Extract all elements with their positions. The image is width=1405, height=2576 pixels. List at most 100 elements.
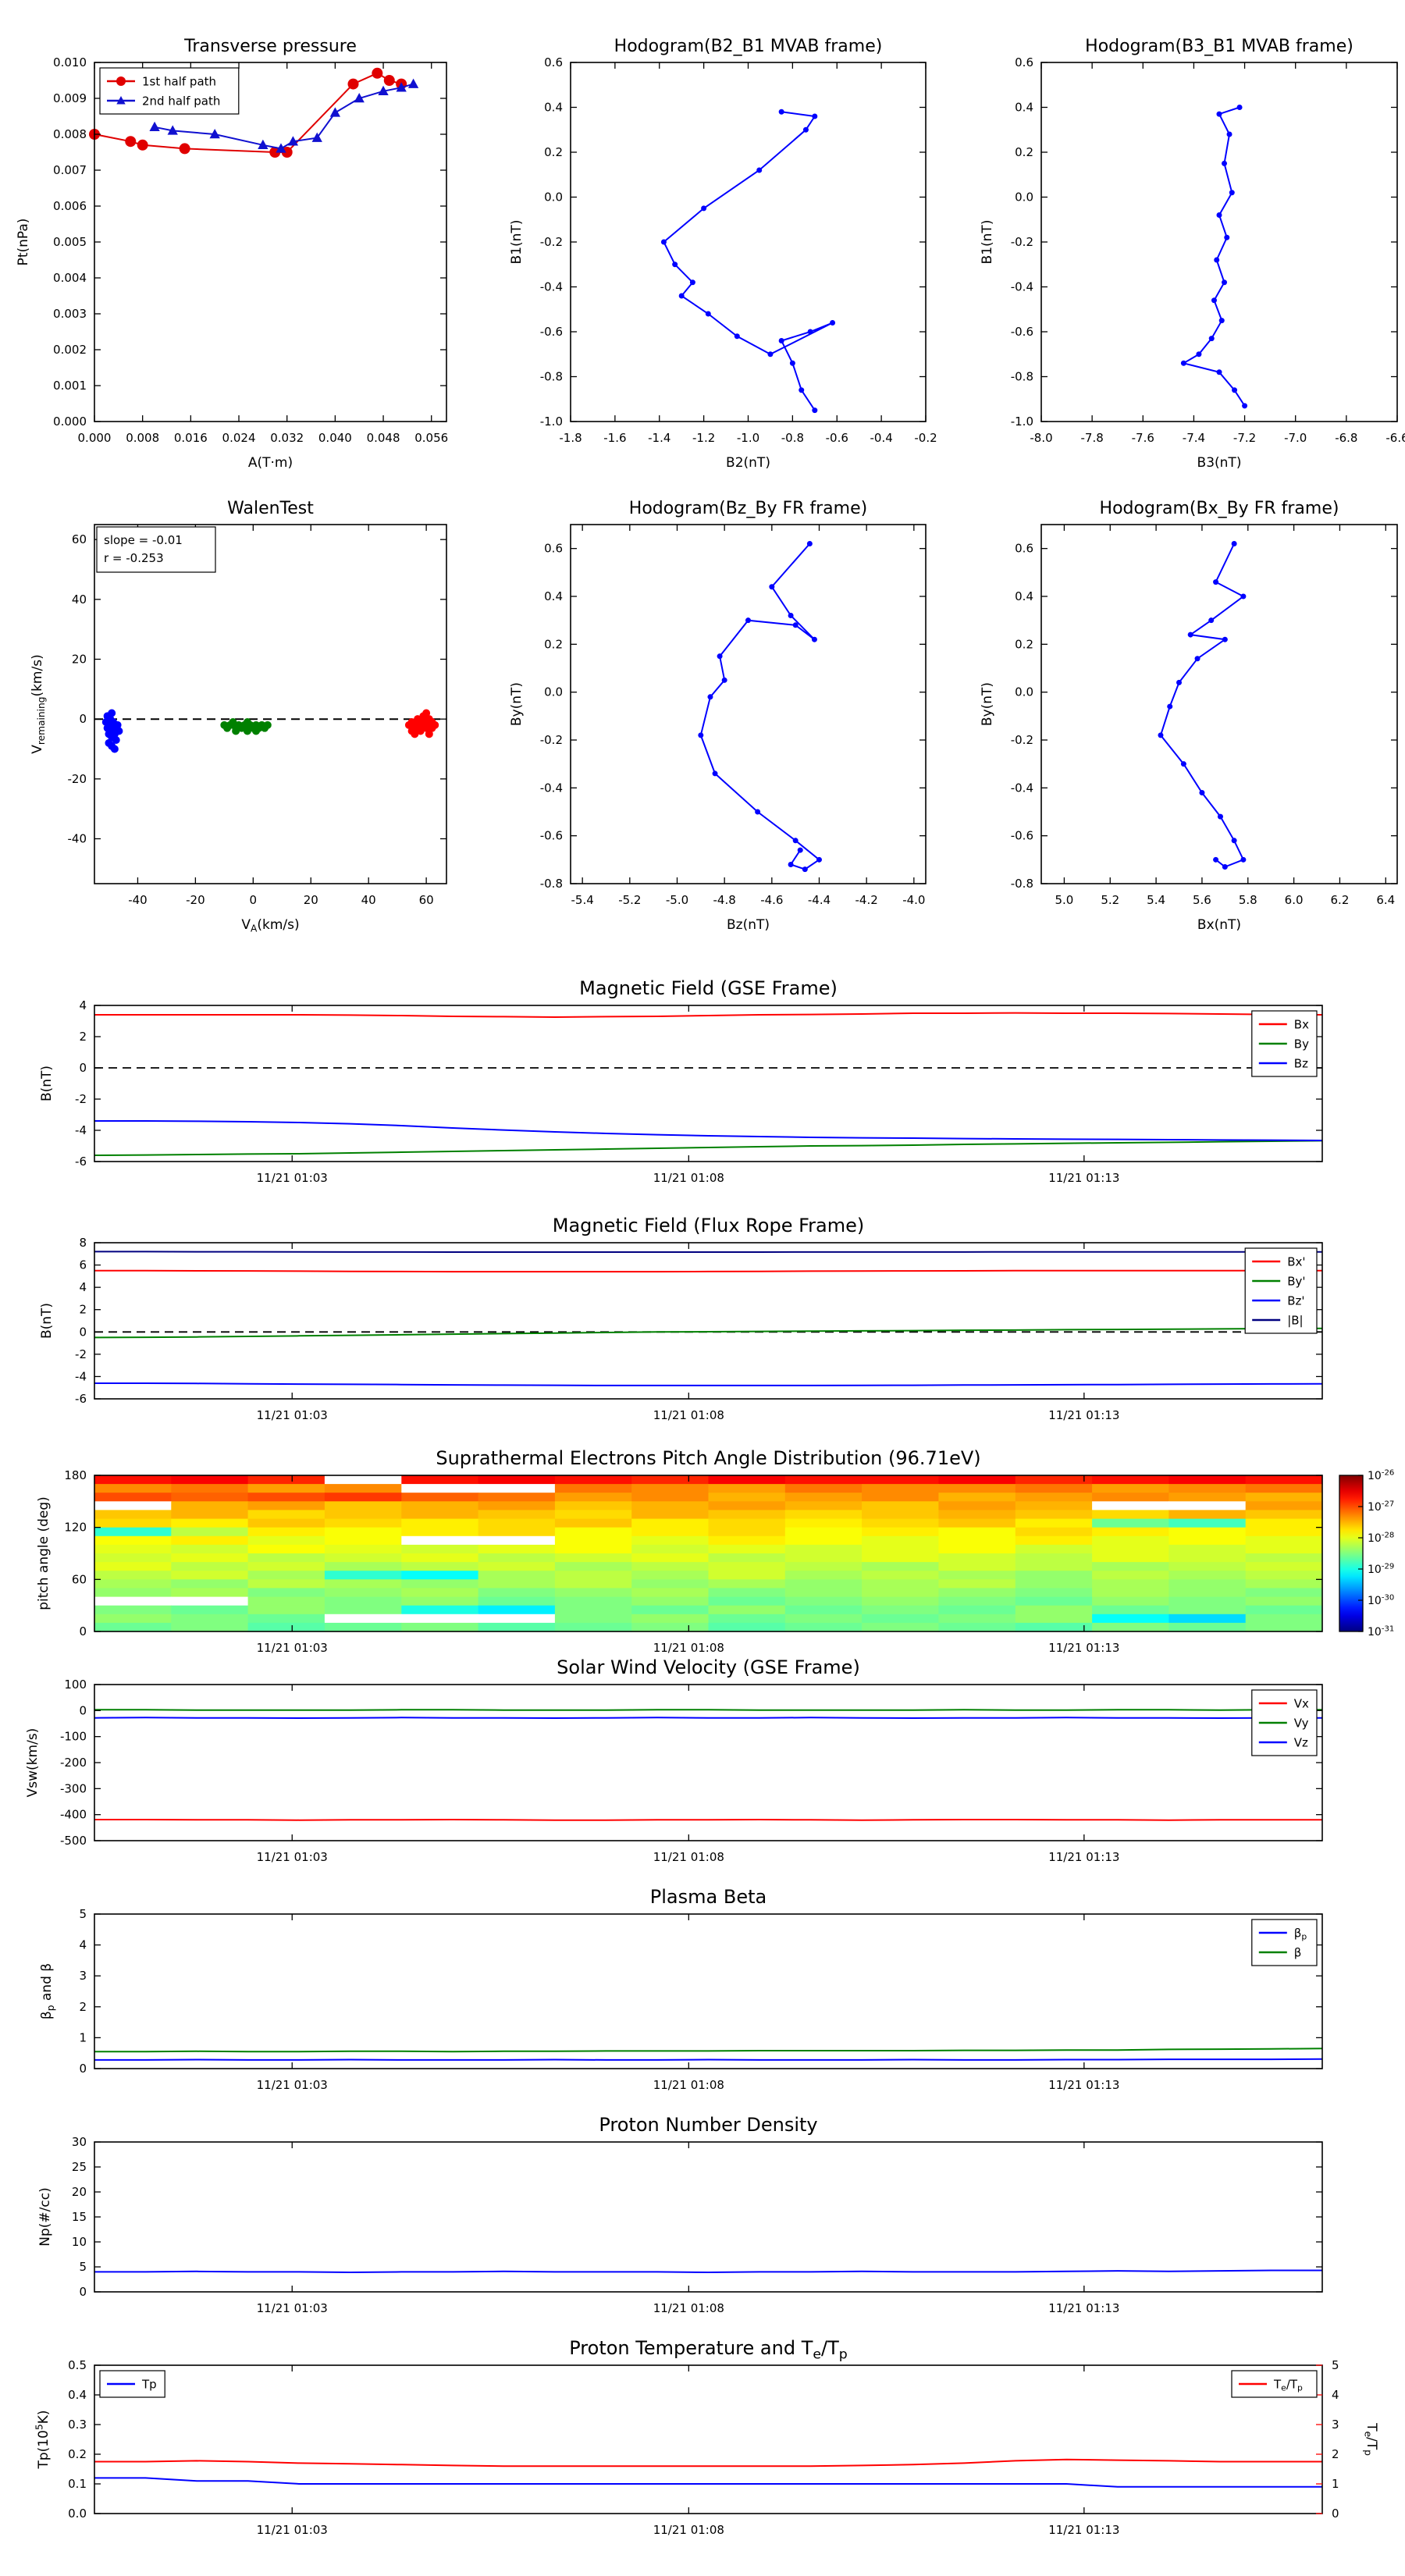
x-tick-label: -7.2 <box>1233 431 1256 445</box>
triangle-marker <box>354 93 365 103</box>
x-tick-label: 0.016 <box>174 431 208 445</box>
circle-marker <box>115 727 123 735</box>
x-tick-label: 11/21 01:08 <box>653 2301 724 2315</box>
y-tick-label: 0 <box>79 2285 87 2299</box>
series-2nd half path <box>154 83 414 150</box>
y-tick-label: 30 <box>72 2135 87 2149</box>
x-tick-label: 6.2 <box>1331 893 1350 907</box>
series-Vz <box>94 1717 1322 1720</box>
x-tick-label: 20 <box>304 893 318 907</box>
dot-marker <box>1232 387 1238 393</box>
y-tick-label: -0.8 <box>540 370 563 384</box>
triangle-marker <box>209 129 220 139</box>
x-tick-label: 11/21 01:03 <box>257 2078 328 2092</box>
dot-marker <box>1196 351 1202 358</box>
x-tick-label: 0.024 <box>222 431 256 445</box>
y-axis-label: βp​ and β <box>39 1963 56 2019</box>
y-tick-label: 0.4 <box>544 589 563 603</box>
axes-frame <box>1040 524 1398 884</box>
circle-marker <box>108 709 116 717</box>
y-tick-label: 1 <box>79 2030 87 2044</box>
y-tick-label: 0.008 <box>53 127 87 141</box>
circle-marker <box>425 730 433 738</box>
chart-title: Proton Number Density <box>599 2114 817 2136</box>
y-tick-label: 0.002 <box>53 343 87 357</box>
circle-marker <box>252 727 261 735</box>
y-tick-label: -0.8 <box>540 877 563 891</box>
x-tick-label: 5.8 <box>1239 893 1257 907</box>
legend-label: Te​/Tp​ <box>1273 2377 1303 2393</box>
y-tick-label: -0.6 <box>540 325 563 339</box>
triangle-marker <box>407 78 419 88</box>
right-y-tick-label: 5 <box>1332 2358 1339 2372</box>
series-Bx' <box>94 1269 1322 1273</box>
y-tick-label: -2 <box>75 1092 87 1106</box>
y-tick-label: -0.8 <box>1011 877 1033 891</box>
y-tick-label: 0.6 <box>1015 55 1033 69</box>
x-axis-label: B2(nT) <box>726 455 770 471</box>
axes-frame <box>94 1005 1323 1162</box>
chart-b-fr: 11/21 01:03 11/21 01:08 11/21 01:13 -6 -4 -2 0… <box>39 1215 1323 1422</box>
x-tick-label: 11/21 01:13 <box>1048 2301 1119 2315</box>
y-tick-label: 8 <box>79 1236 87 1250</box>
legend-label: 1st half path <box>142 74 216 88</box>
x-tick-label: 11/21 01:03 <box>257 1641 328 1655</box>
dot-marker <box>1180 360 1186 366</box>
dot-marker <box>689 279 695 286</box>
x-tick-label: 60 <box>419 893 434 907</box>
colorbar-tick-label: 10-29​ <box>1368 1563 1394 1576</box>
y-tick-label: 4 <box>79 998 87 1012</box>
circle-marker <box>411 730 419 738</box>
dot-marker <box>1222 864 1228 870</box>
dot-marker <box>1194 656 1200 662</box>
series-Bz <box>94 1120 1323 1141</box>
y-tick-label: 0.0 <box>68 2507 87 2521</box>
right-y-axis-label: Te​/Tp​ <box>1362 2422 1379 2456</box>
x-tick-label: 11/21 01:03 <box>257 1171 328 1185</box>
series-B2_B1 <box>663 111 834 411</box>
chart-walen: -40 -20 0 20 40 60 -40 -20 0 20 40 60 WalenTest VA​(k… <box>30 499 447 934</box>
y-axis-label: Np(#/cc) <box>37 2187 53 2246</box>
y-axis-label: Vremaining​(km/s) <box>30 654 47 753</box>
y-tick-label: -0.2 <box>540 733 563 747</box>
y-tick-label: 5 <box>79 1907 87 1921</box>
legend-label: βp​ <box>1294 1926 1307 1941</box>
x-tick-label: -5.4 <box>571 893 594 907</box>
x-tick-label: 0.048 <box>367 431 400 445</box>
y-tick-label: 0 <box>79 1061 87 1075</box>
x-tick-label: 6.0 <box>1285 893 1304 907</box>
y-tick-label: -40 <box>68 832 87 846</box>
y-tick-label: -100 <box>60 1730 87 1744</box>
triangle-marker <box>167 125 178 135</box>
y-tick-label: 25 <box>72 2160 87 2174</box>
circle-marker <box>383 75 395 86</box>
y-tick-label: 0.1 <box>68 2477 87 2491</box>
y-tick-label: 10 <box>72 2235 87 2249</box>
x-tick-label: 6.4 <box>1376 893 1395 907</box>
dot-marker <box>698 732 704 738</box>
chart-title: Hodogram(B2_B1 MVAB frame) <box>614 37 883 56</box>
chart-title: Magnetic Field (GSE Frame) <box>579 977 838 999</box>
y-tick-label: 0.001 <box>53 379 87 393</box>
y-tick-label: -6 <box>75 1392 87 1406</box>
legend-label: Bz' <box>1287 1293 1304 1308</box>
y-tick-label: -0.4 <box>540 781 563 795</box>
dot-marker <box>789 360 795 366</box>
x-tick-label: 11/21 01:13 <box>1048 2523 1119 2537</box>
x-tick-label: 11/21 01:03 <box>257 2301 328 2315</box>
x-tick-label: 11/21 01:03 <box>257 2523 328 2537</box>
dot-marker <box>1167 703 1173 710</box>
x-tick-label: -1.6 <box>603 431 626 445</box>
x-tick-label: 11/21 01:03 <box>257 1850 328 1864</box>
y-tick-label: 40 <box>72 592 87 607</box>
x-tick-label: 40 <box>361 893 376 907</box>
circle-marker <box>112 736 120 744</box>
circle-marker <box>347 78 359 90</box>
dot-marker <box>807 329 813 335</box>
axes-frame <box>570 524 927 884</box>
circle-marker <box>243 718 251 726</box>
x-tick-label: -0.4 <box>870 431 892 445</box>
dot-marker <box>1226 131 1232 137</box>
y-tick-label: -0.4 <box>1011 781 1033 795</box>
